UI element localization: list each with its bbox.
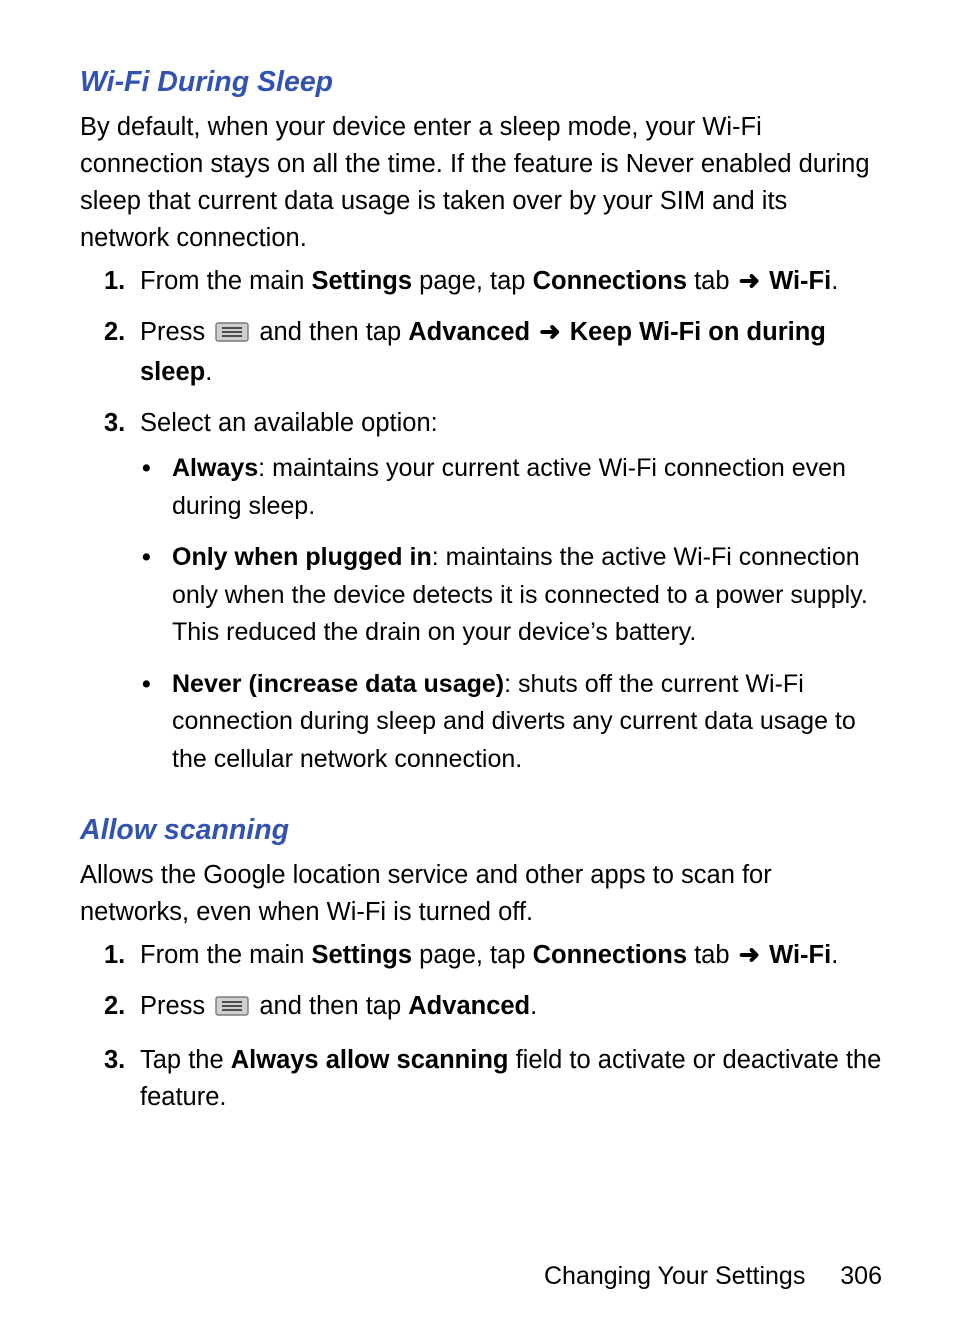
options-list: • Always: maintains your current active … (140, 450, 882, 778)
step-text: tab (687, 941, 737, 969)
section2-steps: 1. From the main Settings page, tap Conn… (80, 937, 882, 1116)
option-label: Only when plugged in (172, 543, 432, 571)
arrow-icon: ➜ (737, 941, 762, 969)
step-body: Press and then tap Advanced. (140, 988, 882, 1028)
step-number: 3. (80, 405, 140, 792)
list-item: • Only when plugged in: maintains the ac… (140, 539, 882, 652)
option-label: Always (172, 454, 258, 482)
section1-steps: 1. From the main Settings page, tap Conn… (80, 263, 882, 792)
step-text: tab (687, 267, 737, 295)
step-text: Press (140, 318, 212, 346)
step-number: 1. (80, 937, 140, 974)
footer-page-number: 306 (840, 1262, 882, 1290)
arrow-icon: ➜ (737, 267, 762, 295)
step-text: From the main (140, 941, 311, 969)
step-row: 2. Press and then tap Advanced ➜ Keep Wi… (80, 314, 882, 391)
bullet-icon: • (140, 666, 172, 779)
menu-icon (214, 991, 250, 1028)
step-text: . (831, 267, 838, 295)
step-body: Press and then tap Advanced ➜ Keep Wi-Fi… (140, 314, 882, 391)
step-number: 2. (80, 988, 140, 1028)
page-footer: Changing Your Settings 306 (80, 1258, 882, 1294)
section-heading-wifi-sleep: Wi-Fi During Sleep (80, 62, 882, 103)
footer-chapter: Changing Your Settings (544, 1262, 805, 1290)
step-text: . (831, 941, 838, 969)
option-desc: : maintains your current active Wi-Fi co… (172, 454, 846, 520)
step-text: From the main (140, 267, 311, 295)
step-bold: Settings (311, 941, 412, 969)
step-body: From the main Settings page, tap Connect… (140, 263, 882, 300)
section2-intro: Allows the Google location service and o… (80, 857, 882, 931)
section1-intro: By default, when your device enter a sle… (80, 109, 882, 257)
step-text: . (205, 358, 212, 386)
step-text: and then tap (259, 992, 408, 1020)
step-row: 2. Press and then tap Advanced. (80, 988, 882, 1028)
arrow-icon: ➜ (537, 318, 562, 346)
bullet-icon: • (140, 450, 172, 525)
step-bold: Advanced (408, 318, 530, 346)
step-text: and then tap (259, 318, 408, 346)
list-item: • Always: maintains your current active … (140, 450, 882, 525)
step-text: Press (140, 992, 212, 1020)
step-bold: Connections (533, 267, 687, 295)
section-heading-allow-scanning: Allow scanning (80, 810, 882, 851)
step-row: 1. From the main Settings page, tap Conn… (80, 937, 882, 974)
bullet-icon: • (140, 539, 172, 652)
list-item: • Never (increase data usage): shuts off… (140, 666, 882, 779)
step-bold: Connections (533, 941, 687, 969)
step-body: Tap the Always allow scanning field to a… (140, 1042, 882, 1116)
step-bold: Settings (311, 267, 412, 295)
step-row: 3. Tap the Always allow scanning field t… (80, 1042, 882, 1116)
step-body: Select an available option: • Always: ma… (140, 405, 882, 792)
step-text: . (530, 992, 537, 1020)
step-bold: Wi-Fi (769, 941, 831, 969)
step-number: 3. (80, 1042, 140, 1116)
step-text: page, tap (412, 267, 533, 295)
step-number: 1. (80, 263, 140, 300)
menu-icon (214, 317, 250, 354)
step-body: From the main Settings page, tap Connect… (140, 937, 882, 974)
step-text: page, tap (412, 941, 533, 969)
step-row: 1. From the main Settings page, tap Conn… (80, 263, 882, 300)
step-bold: Advanced (408, 992, 530, 1020)
step-text: Tap the (140, 1046, 231, 1074)
option-label: Never (increase data usage) (172, 670, 504, 698)
step-bold: Wi-Fi (769, 267, 831, 295)
step-number: 2. (80, 314, 140, 391)
step-bold: Always allow scanning (231, 1046, 509, 1074)
step-text: Select an available option: (140, 409, 438, 437)
step-row: 3. Select an available option: • Always:… (80, 405, 882, 792)
